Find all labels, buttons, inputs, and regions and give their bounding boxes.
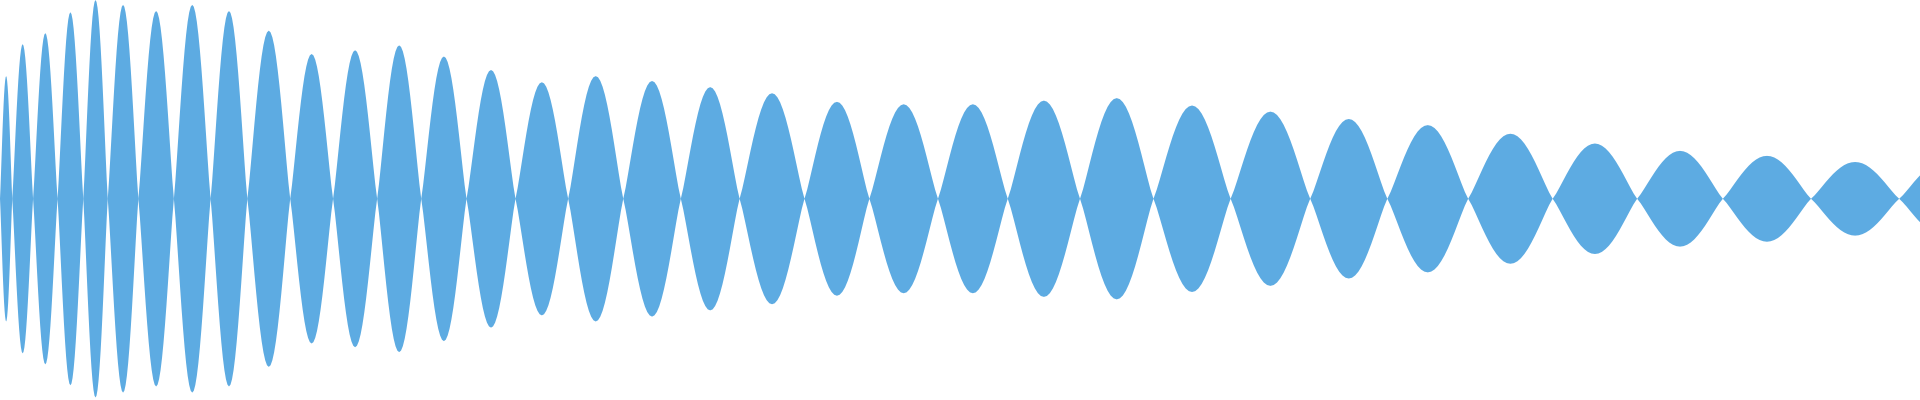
wave-lobe xyxy=(1080,98,1154,300)
wave-lobe xyxy=(12,44,34,354)
wave-lobe xyxy=(1468,133,1553,264)
wave-lobe xyxy=(1722,155,1812,242)
wave-lobe xyxy=(1007,100,1080,297)
wave-lobe xyxy=(377,45,422,353)
wave-lobe xyxy=(33,33,58,365)
wave-lobe xyxy=(138,11,174,387)
wave-lobe xyxy=(1899,175,1920,223)
wave-lobe xyxy=(247,30,291,367)
wave-lobe xyxy=(333,50,378,348)
wave-lobe xyxy=(1811,161,1900,236)
wave-lobe xyxy=(0,76,13,322)
wave-lobe xyxy=(107,4,139,393)
wave-lobe xyxy=(466,69,516,328)
wave-lobe xyxy=(57,12,84,386)
wave-lobe xyxy=(173,4,211,393)
wave-lobe xyxy=(739,93,805,305)
wave-lobe xyxy=(680,87,740,311)
wave-lobe xyxy=(1310,119,1388,279)
wave-lobe xyxy=(515,82,569,316)
wave-lobe xyxy=(804,101,870,296)
wave-lobe xyxy=(937,104,1008,294)
wave-lobe xyxy=(1552,143,1638,254)
wave-lobe xyxy=(1153,105,1231,293)
wave-lobe xyxy=(290,53,334,344)
wave-lobe xyxy=(1637,150,1723,247)
wave-lobe xyxy=(83,0,108,398)
wave-lobe xyxy=(421,56,467,342)
wave-lobe xyxy=(869,104,938,294)
wave-lobe xyxy=(1387,125,1469,273)
wave-lobe xyxy=(1230,111,1311,286)
wave-lobe xyxy=(568,76,624,322)
wave-lobe xyxy=(623,80,681,317)
wave-lobe xyxy=(210,11,248,387)
